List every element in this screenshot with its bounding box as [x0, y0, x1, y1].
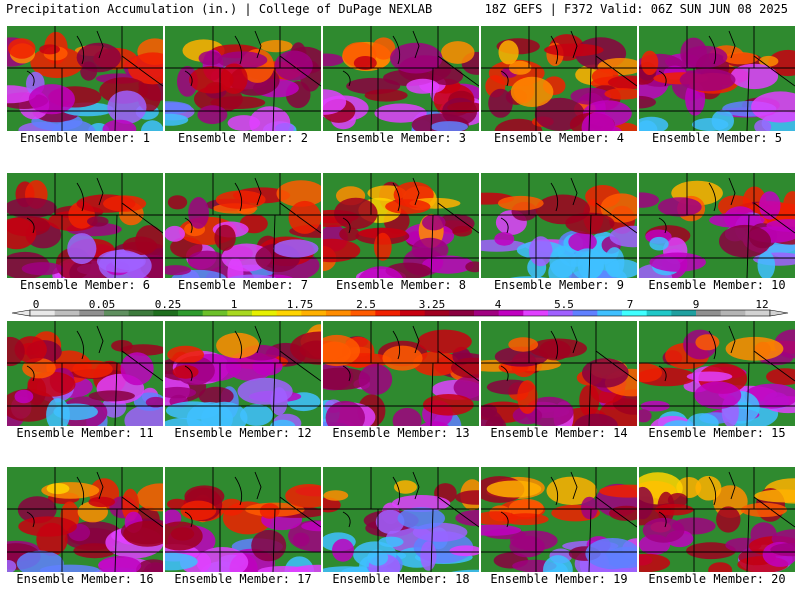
ensemble-member-label: Ensemble Member: 5 [651, 131, 783, 145]
colorbar-swatch [54, 310, 80, 316]
member-map-panel [7, 26, 163, 131]
colorbar-swatch [622, 310, 648, 316]
ensemble-member-label: Ensemble Member: 13 [332, 426, 470, 440]
member-map-panel [7, 467, 163, 572]
colorbar-swatch [597, 310, 623, 316]
colorbar-swatch [523, 310, 549, 316]
member-map-panel [323, 26, 479, 131]
colorbar-swatch [572, 310, 598, 316]
colorbar-swatch [178, 310, 204, 316]
member-map-panel [481, 321, 637, 426]
colorbar-swatch [153, 310, 179, 316]
colorbar-tick-label: 3.25 [418, 298, 446, 311]
member-map-panel [323, 321, 479, 426]
member-map-panel [323, 173, 479, 278]
colorbar-tick-label: 0.05 [88, 298, 116, 311]
colorbar-swatch [548, 310, 574, 316]
member-map-panel [7, 321, 163, 426]
member-map-panel [639, 26, 795, 131]
colorbar-swatch [326, 310, 352, 316]
colorbar-swatch [227, 310, 253, 316]
member-map-panel [639, 173, 795, 278]
member-map-panel [165, 173, 321, 278]
colorbar-swatch [202, 310, 228, 316]
ensemble-member-label: Ensemble Member: 1 [19, 131, 151, 145]
ensemble-member-label: Ensemble Member: 14 [490, 426, 628, 440]
member-map-panel [165, 321, 321, 426]
member-map-panel [323, 467, 479, 572]
colorbar-swatch [276, 310, 302, 316]
ensemble-member-label: Ensemble Member: 6 [19, 278, 151, 292]
colorbar-tick-label: 4 [494, 298, 502, 311]
precip-colorbar [11, 309, 789, 317]
colorbar-tick-label: 5.5 [554, 298, 574, 311]
colorbar-swatch [128, 310, 154, 316]
colorbar-tick-label: 12 [755, 298, 769, 311]
ensemble-member-label: Ensemble Member: 9 [493, 278, 625, 292]
colorbar-swatch [350, 310, 376, 316]
member-map-panel [639, 321, 795, 426]
ensemble-member-label: Ensemble Member: 8 [335, 278, 467, 292]
colorbar-swatch [252, 310, 278, 316]
member-map-panel [481, 467, 637, 572]
colorbar-tick-label: 0 [32, 298, 40, 311]
colorbar-min-arrow [11, 309, 31, 317]
colorbar-swatch [301, 310, 327, 316]
colorbar-swatch [375, 310, 401, 316]
colorbar-tick-label: 1.75 [286, 298, 314, 311]
colorbar-swatch [646, 310, 672, 316]
colorbar-swatch [449, 310, 475, 316]
colorbar-swatch [745, 310, 771, 316]
colorbar-swatch [696, 310, 722, 316]
ensemble-member-label: Ensemble Member: 20 [648, 572, 786, 586]
colorbar-swatch [424, 310, 450, 316]
colorbar-swatch [400, 310, 426, 316]
colorbar-tick-label: 9 [692, 298, 700, 311]
chart-title: Precipitation Accumulation (in.) | Colle… [6, 2, 433, 16]
member-map-panel [165, 26, 321, 131]
ensemble-member-label: Ensemble Member: 3 [335, 131, 467, 145]
colorbar-tick-label: 2.5 [356, 298, 376, 311]
colorbar-swatch [498, 310, 524, 316]
ensemble-member-label: Ensemble Member: 16 [16, 572, 154, 586]
ensemble-member-label: Ensemble Member: 10 [648, 278, 786, 292]
ensemble-member-label: Ensemble Member: 18 [332, 572, 470, 586]
ensemble-member-label: Ensemble Member: 15 [648, 426, 786, 440]
colorbar-swatch [79, 310, 105, 316]
ensemble-member-label: Ensemble Member: 7 [177, 278, 309, 292]
colorbar-tick-label: 0.25 [154, 298, 182, 311]
colorbar-swatch [474, 310, 500, 316]
colorbar-swatch [720, 310, 746, 316]
ensemble-member-label: Ensemble Member: 12 [174, 426, 312, 440]
member-map-panel [639, 467, 795, 572]
member-map-panel [481, 26, 637, 131]
colorbar-tick-label: 1 [230, 298, 238, 311]
model-run-info: 18Z GEFS | F372 Valid: 06Z SUN JUN 08 20… [484, 2, 788, 16]
colorbar-swatch [30, 310, 56, 316]
colorbar-max-arrow [769, 309, 789, 317]
ensemble-member-label: Ensemble Member: 4 [493, 131, 625, 145]
member-map-panel [481, 173, 637, 278]
colorbar-tick-label: 7 [626, 298, 634, 311]
ensemble-member-label: Ensemble Member: 11 [16, 426, 154, 440]
colorbar-swatch [671, 310, 697, 316]
ensemble-member-label: Ensemble Member: 17 [174, 572, 312, 586]
member-map-panel [7, 173, 163, 278]
member-map-panel [165, 467, 321, 572]
ensemble-member-label: Ensemble Member: 2 [177, 131, 309, 145]
colorbar-swatch [104, 310, 130, 316]
ensemble-member-label: Ensemble Member: 19 [490, 572, 628, 586]
